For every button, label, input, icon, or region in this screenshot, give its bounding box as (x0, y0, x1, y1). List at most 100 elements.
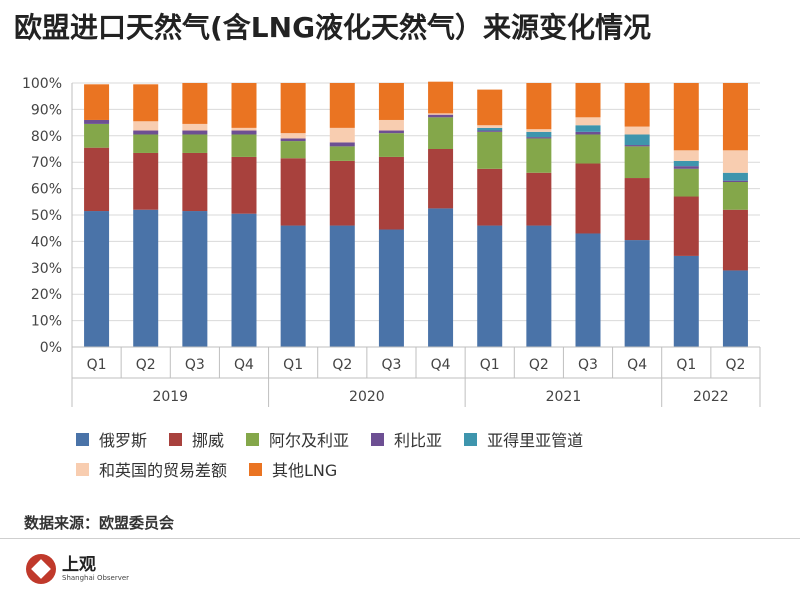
bar-segment (477, 125, 502, 128)
y-tick-label: 70% (31, 155, 62, 171)
x-tick-label: Q3 (578, 357, 598, 373)
bar-segment (477, 131, 502, 132)
bar-segment (133, 153, 158, 210)
legend-label: 挪威 (192, 427, 224, 451)
bar-segment (182, 83, 207, 124)
x-tick-label: Q3 (185, 357, 205, 373)
bar-segment (723, 150, 748, 172)
bar-segment (428, 149, 453, 208)
legend-label: 和英国的贸易差额 (99, 457, 227, 481)
bar-segment (526, 132, 551, 137)
bar-segment (281, 158, 306, 225)
bar-segment (576, 134, 601, 163)
y-tick-label: 60% (31, 182, 62, 198)
legend-item-other-lng: 其他LNG (249, 457, 337, 481)
x-tick-label: Q1 (87, 357, 107, 373)
x-tick-label: Q2 (725, 357, 745, 373)
legend-label: 阿尔及利亚 (269, 427, 349, 451)
legend-swatch (246, 433, 259, 446)
bar-segment (232, 131, 257, 135)
legend-label: 利比亚 (394, 427, 442, 451)
bar-segment (379, 157, 404, 230)
y-tick-label: 100% (22, 76, 62, 92)
bar-segment (723, 181, 748, 182)
x-tick-label: Q4 (627, 357, 647, 373)
year-label: 2019 (152, 389, 188, 405)
bar-segment (625, 240, 650, 347)
axes (72, 83, 760, 407)
bar-segment (526, 129, 551, 132)
bar-segment (379, 230, 404, 347)
legend-swatch (464, 433, 477, 446)
legend-item-adriatic: 亚得里亚管道 (464, 427, 583, 451)
brand-logo: 上观 Shanghai Observer (26, 554, 129, 584)
gridlines (72, 83, 760, 347)
brand-name: 上观 (62, 556, 129, 574)
bar-segment (133, 134, 158, 152)
legend-swatch (371, 433, 384, 446)
bar-segment (723, 270, 748, 347)
bar-segment (330, 83, 355, 128)
bar-segment (625, 83, 650, 127)
legend-swatch (169, 433, 182, 446)
bar-segment (84, 84, 109, 120)
bar-segment (674, 256, 699, 347)
legend-row-1: 俄罗斯 挪威 阿尔及利亚 利比亚 亚得里亚管道 (76, 424, 776, 454)
bar-segment (625, 146, 650, 178)
bar-segment (84, 124, 109, 148)
bar-segment (576, 117, 601, 125)
bar-segment (428, 82, 453, 114)
legend-item-uk-balance: 和英国的贸易差额 (76, 457, 227, 481)
bar-segment (674, 83, 699, 150)
bar-segment (182, 124, 207, 131)
bar-segment (723, 83, 748, 150)
y-tick-label: 80% (31, 129, 62, 145)
bar-segment (281, 83, 306, 133)
bar-segment (330, 146, 355, 161)
bar-segment (232, 157, 257, 214)
bar-segment (576, 83, 601, 117)
bar-segment (133, 210, 158, 347)
bar-segment (625, 178, 650, 240)
data-source: 数据来源：欧盟委员会 (24, 512, 174, 533)
bar-segment (379, 83, 404, 120)
bar-segment (576, 164, 601, 234)
bar-segment (674, 166, 699, 169)
bar-segment (133, 84, 158, 121)
bar-segment (477, 128, 502, 131)
legend-label: 俄罗斯 (99, 427, 147, 451)
bar-segment (674, 150, 699, 161)
bar-segment (477, 169, 502, 226)
bar-segment (133, 131, 158, 135)
bar-segment (625, 145, 650, 146)
bar-segment (232, 214, 257, 347)
x-tick-label: Q2 (332, 357, 352, 373)
bar-segment (723, 182, 748, 210)
bars (84, 82, 748, 347)
legend-swatch (249, 463, 262, 476)
x-tick-label: Q1 (283, 357, 303, 373)
stacked-bar-chart: 0% 10% 20% 30% 40% 50% 60% 70% 80% 90% 100% Q1 Q2 Q3 Q… (0, 0, 800, 420)
brand-name-en: Shanghai Observer (62, 574, 129, 583)
y-tick-label: 40% (31, 234, 62, 250)
bar-segment (330, 161, 355, 226)
legend-label: 其他LNG (272, 457, 337, 481)
bar-segment (379, 133, 404, 157)
x-tick-label: Q1 (480, 357, 500, 373)
bar-segment (674, 197, 699, 256)
bar-segment (182, 134, 207, 152)
bar-segment (232, 128, 257, 131)
year-label: 2021 (546, 389, 582, 405)
legend-item-russia: 俄罗斯 (76, 427, 147, 451)
legend: 俄罗斯 挪威 阿尔及利亚 利比亚 亚得里亚管道 和英国的贸易差额 其他LNG (76, 424, 776, 484)
bar-segment (428, 113, 453, 114)
legend-item-norway: 挪威 (169, 427, 224, 451)
bar-segment (281, 138, 306, 141)
y-tick-label: 50% (31, 208, 62, 224)
bar-segment (84, 120, 109, 124)
x-tick-label: Q4 (234, 357, 254, 373)
legend-item-algeria: 阿尔及利亚 (246, 427, 349, 451)
bar-segment (625, 127, 650, 135)
year-label: 2022 (693, 389, 729, 405)
year-label: 2020 (349, 389, 385, 405)
